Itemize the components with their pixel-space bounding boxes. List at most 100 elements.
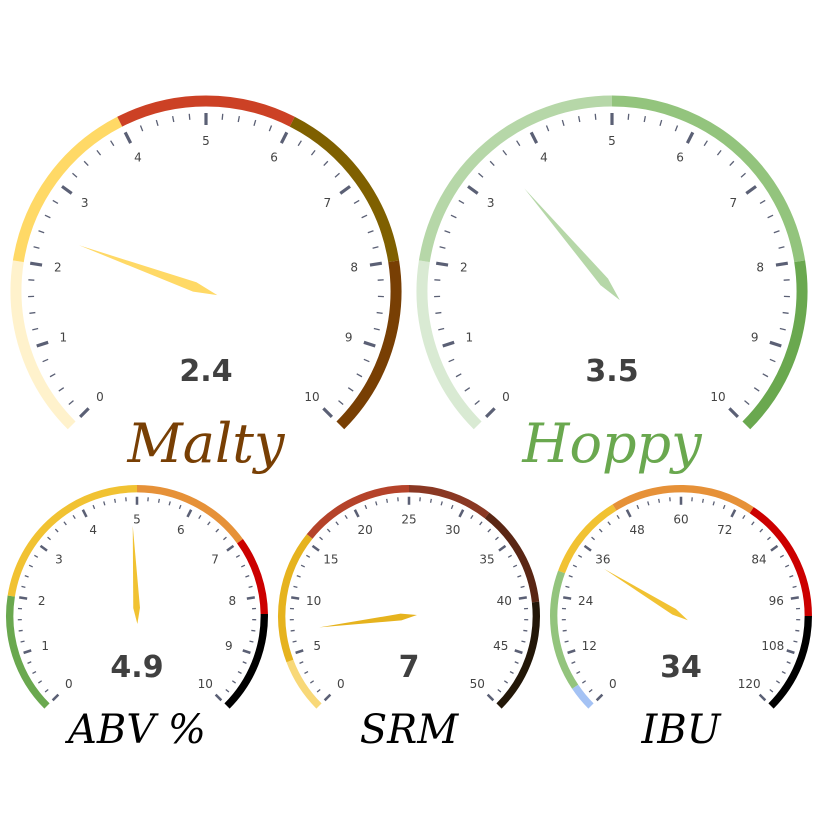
minor-tick	[323, 160, 329, 167]
tick-label: 96	[769, 594, 784, 608]
tick-label: 60	[673, 513, 688, 527]
minor-tick	[32, 670, 37, 675]
major-tick	[242, 649, 251, 655]
tick-label: 4	[89, 523, 97, 537]
minor-tick	[795, 629, 800, 632]
tick-label: 1	[60, 330, 68, 344]
major-tick	[123, 131, 133, 144]
minor-tick	[753, 387, 760, 392]
minor-tick	[789, 574, 794, 578]
minor-tick	[659, 119, 663, 127]
tick-label: 48	[630, 523, 645, 537]
minor-tick	[168, 501, 171, 506]
gauge-band	[408, 485, 490, 519]
major-tick	[514, 649, 523, 655]
minor-tick	[503, 680, 509, 684]
minor-tick	[509, 670, 514, 675]
major-tick	[583, 544, 592, 552]
minor-tick	[474, 400, 480, 405]
major-tick	[339, 185, 351, 195]
minor-tick	[512, 564, 518, 568]
minor-tick	[591, 536, 595, 541]
gauge-value: 34	[660, 650, 702, 685]
minor-tick	[607, 521, 611, 526]
minor-tick	[316, 688, 321, 693]
minor-tick	[334, 172, 340, 178]
minor-tick	[521, 640, 526, 643]
tick-label: 15	[323, 552, 338, 566]
major-tick	[81, 509, 88, 518]
tick-label: 4	[540, 150, 548, 164]
minor-tick	[502, 149, 508, 156]
minor-tick	[363, 358, 370, 363]
minor-tick	[240, 564, 246, 568]
minor-tick	[44, 688, 49, 693]
minor-tick	[507, 554, 512, 558]
major-tick	[295, 649, 304, 655]
minor-tick	[722, 504, 726, 510]
gauge-value: 4.9	[110, 650, 163, 685]
minor-tick	[479, 521, 483, 526]
minor-tick	[767, 214, 774, 219]
gauge-needle	[319, 613, 417, 628]
tick-label: 5	[133, 513, 141, 527]
minor-tick	[440, 501, 443, 506]
minor-tick	[364, 504, 368, 510]
minor-tick	[356, 373, 363, 378]
gauge-ibu: 0 12 24 36 48 60 72 84 96 108 120 34 IBU	[550, 485, 812, 753]
gauge-band	[550, 570, 579, 689]
gauge-abv: 0 1 2 3 4 5 6 7 8 9 10 4.9 ABV %	[6, 485, 268, 753]
minor-tick	[759, 528, 764, 533]
major-tick	[775, 261, 789, 267]
minor-tick	[235, 554, 240, 558]
minor-tick	[578, 116, 581, 123]
gauge-band	[278, 534, 313, 663]
minor-tick	[729, 160, 735, 167]
gauge-needle	[132, 525, 140, 625]
gauge-band	[7, 485, 138, 597]
major-tick	[486, 693, 495, 702]
tick-label: 2	[460, 261, 468, 275]
major-tick	[498, 544, 507, 552]
tick-label: 36	[595, 552, 610, 566]
tick-label: 7	[730, 196, 738, 210]
tick-label: 2	[38, 594, 46, 608]
minor-tick	[18, 629, 23, 632]
minor-tick	[712, 501, 715, 506]
minor-tick	[29, 311, 36, 314]
major-tick	[186, 509, 193, 518]
minor-tick	[520, 585, 525, 588]
tick-label: 9	[751, 330, 759, 344]
minor-tick	[32, 327, 39, 331]
tick-label: 8	[756, 261, 764, 275]
minor-tick	[231, 680, 237, 684]
gauge-band	[336, 260, 402, 430]
minor-tick	[225, 688, 230, 693]
major-tick	[563, 596, 572, 600]
gauge-band	[12, 116, 123, 263]
gauge-band	[768, 615, 812, 709]
minor-tick	[762, 373, 769, 378]
tick-label: 25	[401, 513, 416, 527]
minor-tick	[751, 521, 755, 526]
tick-label: 0	[96, 390, 104, 404]
minor-tick	[497, 688, 502, 693]
minor-tick	[24, 574, 29, 578]
gauge-band	[572, 684, 594, 709]
minor-tick	[306, 554, 311, 558]
minor-tick	[792, 585, 797, 588]
major-tick	[485, 407, 496, 418]
minor-tick	[110, 140, 115, 147]
minor-tick	[361, 214, 368, 219]
minor-tick	[594, 113, 597, 120]
minor-tick	[172, 116, 175, 123]
minor-tick	[598, 528, 603, 533]
tick-label: 7	[211, 552, 219, 566]
minor-tick	[740, 172, 746, 178]
minor-tick	[444, 230, 451, 234]
minor-tick	[297, 140, 302, 147]
major-tick	[36, 340, 49, 348]
gauge-srm: 0 5 10 15 20 25 30 35 40 45 50 7 SRM	[278, 485, 540, 753]
gauge-band	[10, 260, 76, 430]
